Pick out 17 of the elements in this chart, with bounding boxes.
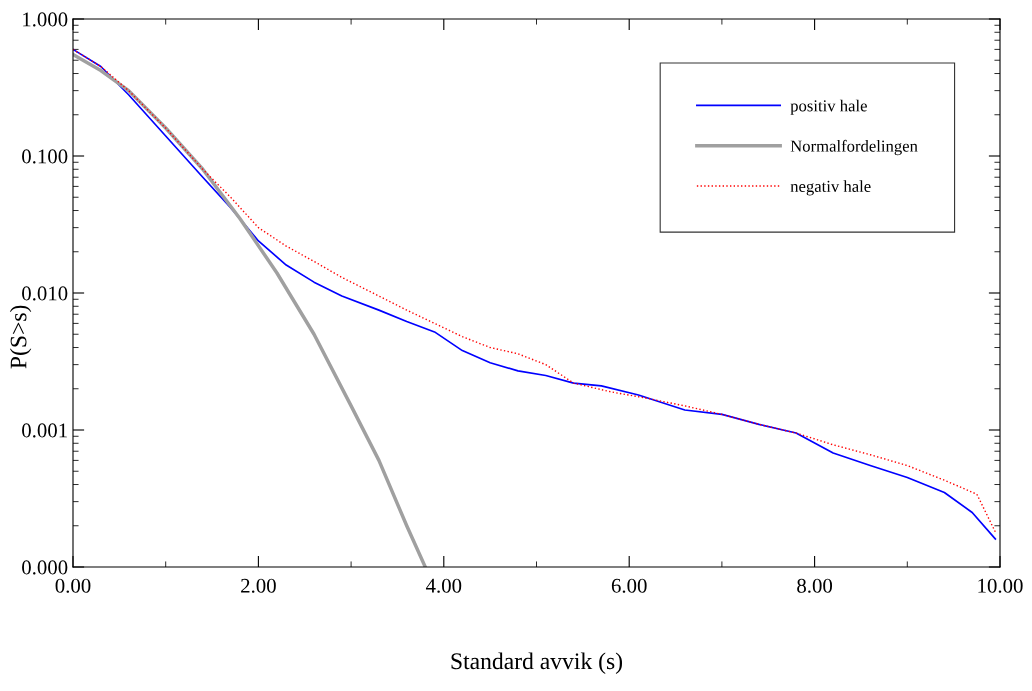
- x-tick-label: 0.00: [55, 578, 91, 593]
- legend-label: Normalfordelingen: [790, 139, 918, 156]
- y-tick-label: 1.000: [23, 12, 68, 27]
- x-tick-label: 8.00: [797, 578, 833, 593]
- legend-label: positiv hale: [790, 99, 867, 115]
- x-tick-label: 6.00: [611, 578, 647, 593]
- y-axis-title: P(S>s): [9, 305, 32, 369]
- y-tick-label: 0.010: [22, 286, 68, 301]
- x-tick-label: 4.00: [425, 578, 462, 593]
- x-tick-label: 2.00: [241, 578, 276, 593]
- legend-label: negativ hale: [790, 180, 871, 196]
- x-axis-title: Standard avvik (s): [451, 652, 623, 674]
- line-series: [73, 52, 427, 567]
- y-tick-label: 0.000: [22, 560, 68, 575]
- x-tick-label: 10.00: [978, 578, 1023, 593]
- y-tick-label: 0.100: [22, 149, 68, 164]
- y-tick-label: 0.001: [22, 423, 67, 438]
